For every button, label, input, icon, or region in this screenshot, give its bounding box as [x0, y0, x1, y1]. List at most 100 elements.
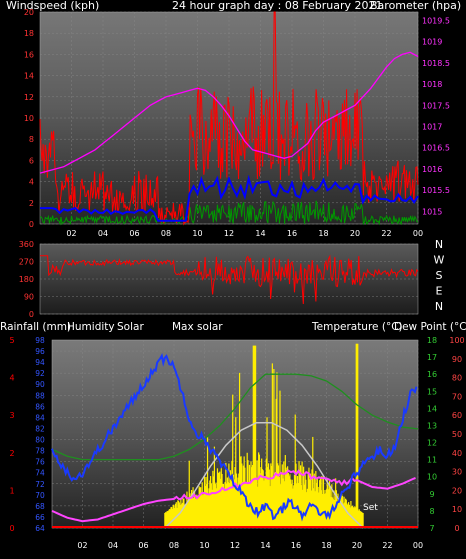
wind-direction-line	[40, 254, 419, 305]
tick-label: 1016	[422, 165, 442, 174]
tick-label: 90	[35, 380, 45, 389]
tick-label: 50	[452, 430, 462, 439]
barometer-axis: 1015 1015.5 1016 1016.5 1017 1017.5 1018 1018.5…	[422, 16, 450, 216]
tick-label: 0	[29, 310, 34, 319]
tick-label: 94	[35, 358, 45, 367]
tick-label: 0	[9, 524, 14, 533]
tick-label: 08	[169, 541, 179, 550]
tick-label: 180	[19, 275, 34, 284]
tick-label: 00	[413, 541, 423, 550]
tick-label: 9	[429, 490, 434, 499]
temperature-label: Temperature (°C)	[311, 321, 403, 333]
tick-label: 1018	[422, 80, 442, 89]
top-time-axis: 02 04 06 08 10 12 14 16 18 20 22 00	[66, 229, 423, 238]
bottom-time-axis: 02 04 06 08 10 12 14 16 18 20 22 00	[77, 541, 423, 550]
tick-label: 3	[9, 411, 14, 420]
tick-label: 92	[35, 369, 45, 378]
tick-label: 17	[427, 353, 437, 362]
humidity-label: Humidity	[67, 321, 115, 333]
average-wind-line	[40, 174, 419, 222]
tick-label: 20	[452, 486, 462, 495]
tick-label: 04	[108, 541, 118, 550]
tick-label: 18	[321, 541, 331, 550]
tick-label: 16	[24, 50, 34, 59]
dew-point-line	[51, 373, 419, 461]
tick-label: 360	[19, 240, 34, 249]
compass-label: N	[435, 238, 443, 251]
tick-label: 2	[9, 449, 14, 458]
tick-label: 5	[9, 336, 14, 345]
percent-axis: 0 10 20 30 40 50 60 70 80 90 100	[449, 336, 464, 533]
tick-label: 10	[452, 505, 462, 514]
tick-label: 2	[29, 199, 34, 208]
tick-label: 86	[35, 402, 45, 411]
tick-label: 84	[35, 413, 45, 422]
tick-label: 10	[192, 229, 202, 238]
tick-label: 06	[138, 541, 148, 550]
tick-label: 88	[35, 391, 45, 400]
tick-label: 12	[427, 439, 437, 448]
tick-label: 78	[35, 447, 45, 456]
tick-label: 270	[19, 258, 34, 267]
humidity-line	[51, 353, 418, 522]
tick-label: 1015	[422, 207, 442, 216]
direction-grid	[40, 243, 418, 315]
tick-label: 15	[427, 387, 437, 396]
rainfall-label: Rainfall (mm)	[0, 321, 71, 333]
windspeed-axis: 0 2 4 6 8 10 12 14 16 18 20	[24, 8, 34, 229]
tick-label: 0	[29, 220, 34, 229]
tick-label: 18	[24, 29, 34, 38]
wind-gust-line	[39, 11, 419, 226]
tick-label: 1015.5	[422, 186, 450, 195]
tick-label: 64	[35, 524, 45, 533]
compass-label: W	[434, 254, 445, 267]
tick-label: 100	[449, 336, 464, 345]
tick-label: 8	[29, 135, 34, 144]
tick-label: 1016.5	[422, 144, 450, 153]
max-solar-label: Max solar	[172, 321, 223, 333]
tick-label: 18	[318, 229, 328, 238]
tick-label: 1	[9, 486, 14, 495]
tick-label: 1018.5	[422, 59, 450, 68]
tick-label: 0	[454, 524, 459, 533]
tick-label: 14	[255, 229, 265, 238]
wind-lull-line	[40, 200, 419, 226]
tick-label: 00	[413, 229, 423, 238]
tick-label: 22	[382, 541, 392, 550]
tick-label: 1019.5	[422, 16, 450, 25]
tick-label: 16	[287, 229, 297, 238]
tick-label: 82	[35, 424, 45, 433]
compass-label: E	[436, 285, 443, 298]
tick-label: 98	[35, 336, 45, 345]
tick-label: 10	[24, 114, 34, 123]
tick-label: 02	[77, 541, 87, 550]
tick-label: 12	[224, 229, 234, 238]
tick-label: 14	[427, 404, 437, 413]
tick-label: 06	[129, 229, 139, 238]
tick-label: 4	[9, 374, 14, 383]
tick-label: 1017	[422, 122, 442, 131]
tick-label: 12	[230, 541, 240, 550]
tick-label: 20	[350, 229, 360, 238]
compass-label: S	[436, 269, 443, 282]
tick-label: 20	[24, 8, 34, 17]
tick-label: 12	[24, 93, 34, 102]
tick-label: 18	[427, 336, 437, 345]
tick-label: 16	[427, 370, 437, 379]
tick-label: 10	[427, 473, 437, 482]
barometer-label: Barometer (hpa)	[370, 0, 461, 12]
tick-label: 14	[260, 541, 270, 550]
tick-label: 80	[452, 374, 462, 383]
barometer-line	[39, 51, 419, 174]
tick-label: 10	[199, 541, 209, 550]
solar-label: Solar	[117, 321, 144, 333]
wind-series	[39, 11, 419, 226]
tick-label: 6	[29, 156, 34, 165]
sunset-marker: Set	[363, 503, 378, 513]
temperature-axis: 7 8 9 10 11 12 13 14 15 16 17 18	[427, 336, 437, 533]
tick-label: 30	[452, 468, 462, 477]
dew-point-label: Dew Point (°C)	[394, 321, 466, 333]
